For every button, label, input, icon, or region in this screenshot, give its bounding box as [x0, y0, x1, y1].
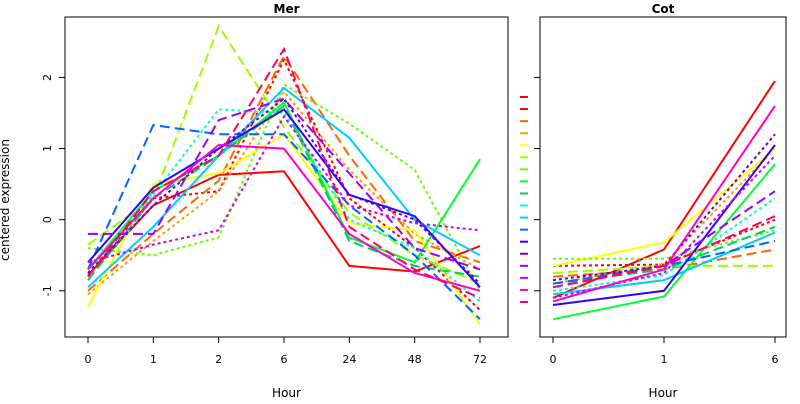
x-tick-label-0-4: 24: [342, 353, 356, 366]
series-line-0-3: [87, 90, 481, 296]
plot-frame-0: [64, 16, 509, 338]
series-line-0-1: [87, 57, 481, 311]
x-tick-label-1-2: 6: [772, 353, 779, 366]
series-line-0-14: [88, 97, 481, 271]
series-line-0-10: [87, 86, 481, 288]
series-line-0-12: [87, 108, 481, 288]
series-line-0-15: [87, 114, 481, 264]
series-line-0-11: [87, 124, 481, 320]
series-line-0-5: [87, 23, 481, 285]
x-axis-label-0: Hour: [272, 386, 301, 400]
series-line-0-17: [87, 46, 481, 299]
y-tick-label-0-1: 0: [41, 216, 54, 223]
x-tick-label-0-6: 72: [473, 353, 487, 366]
x-tick-label-1-0: 0: [550, 353, 557, 366]
x-tick-label-0-5: 48: [408, 353, 422, 366]
x-tick-label-0-2: 2: [215, 353, 222, 366]
series-line-1-7: [552, 163, 776, 321]
x-tick-label-0-0: 0: [85, 353, 92, 366]
chart-title-1: Cot: [652, 2, 675, 16]
series-line-1-13: [552, 133, 776, 282]
y-tick-label-0-2: 1: [41, 145, 54, 152]
series-line-1-6: [553, 229, 776, 260]
x-tick-label-1-1: 1: [661, 353, 668, 366]
series-line-0-4: [87, 132, 481, 325]
y-tick-label-0-3: 2: [41, 74, 54, 81]
series-line-1-1: [552, 218, 776, 267]
y-axis-label: centered expression: [0, 139, 12, 261]
series-line-1-15: [552, 155, 776, 299]
series-line-0-0: [87, 170, 481, 276]
series-line-1-17: [552, 215, 776, 289]
plot-frame-1: [539, 16, 787, 338]
x-tick-label-0-1: 1: [150, 353, 157, 366]
x-axis-label-1: Hour: [649, 386, 678, 400]
series-line-1-3: [552, 147, 776, 285]
chart-title-0: Mer: [274, 2, 300, 16]
series-line-1-0: [552, 80, 776, 299]
x-tick-label-0-3: 6: [281, 353, 288, 366]
series-line-1-16: [552, 105, 776, 303]
series-line-0-16: [87, 143, 481, 292]
series-line-0-8: [87, 104, 481, 281]
y-tick-label-0-0: -1: [41, 285, 54, 296]
series-line-1-9: [552, 197, 776, 292]
